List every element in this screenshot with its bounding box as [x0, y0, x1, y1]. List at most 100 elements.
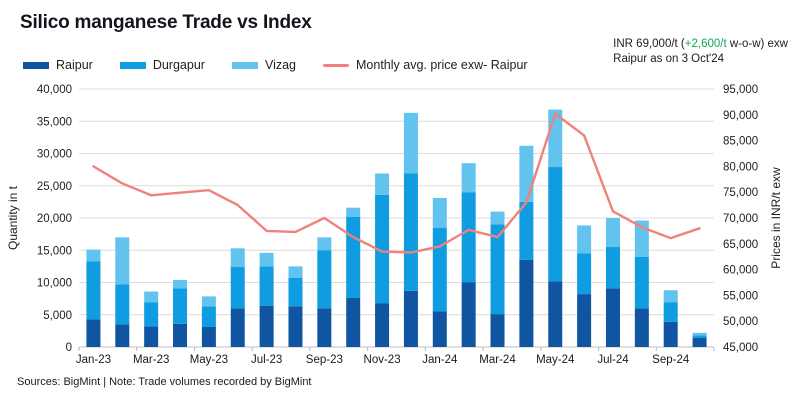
bar-segment-durgapur-Jun-24: [577, 253, 592, 295]
chart-title: Silico manganese Trade vs Index: [20, 12, 312, 33]
legend-item-raipur: Raipur: [23, 58, 93, 72]
bar-segment-raipur-Sep-23: [317, 308, 332, 347]
bar-segment-vizag-Jan-23: [86, 249, 101, 262]
svg-text:40,000: 40,000: [37, 84, 72, 96]
svg-text:30,000: 30,000: [37, 149, 72, 161]
source-note: Sources: BigMint | Note: Trade volumes r…: [17, 376, 312, 388]
x-axis-ticks: [78, 347, 715, 351]
bar-segment-durgapur-Dec-23: [403, 173, 418, 291]
bar-segment-raipur-Jun-24: [577, 294, 592, 347]
bar-segment-raipur-Jul-24: [605, 288, 620, 347]
bar-segment-vizag-Jul-24: [605, 218, 620, 248]
bar-segment-durgapur-Apr-23: [173, 288, 188, 324]
legend-label-price-line: Monthly avg. price exw- Raipur: [356, 58, 528, 72]
bar-segment-raipur-May-23: [201, 327, 216, 347]
svg-text:25,000: 25,000: [37, 181, 72, 193]
svg-text:Mar-24: Mar-24: [479, 354, 516, 366]
bar-segment-durgapur-Mar-24: [490, 224, 505, 315]
bar-segment-vizag-Jul-23: [259, 252, 274, 267]
svg-text:85,000: 85,000: [723, 136, 758, 148]
bar-segment-raipur-May-24: [548, 281, 563, 347]
bar-segment-raipur-Nov-23: [375, 303, 390, 347]
price-annotation-line1: INR 69,000/t (+2,600/t w-o-w) exw: [613, 37, 788, 52]
svg-text:70,000: 70,000: [723, 213, 758, 225]
price-annotation: INR 69,000/t (+2,600/t w-o-w) exw Raipur…: [613, 37, 788, 66]
svg-text:Nov-23: Nov-23: [364, 354, 401, 366]
bar-segment-vizag-Feb-24: [461, 163, 476, 193]
bar-segment-durgapur-May-23: [201, 306, 216, 328]
x-axis-labels: Jan-23 Mar-23 May-23 Jul-23 Sep-23 Nov-23 Jan-…: [76, 354, 690, 366]
bar-segment-durgapur-Oct-23: [346, 216, 361, 298]
svg-text:95,000: 95,000: [723, 84, 758, 96]
svg-text:May-23: May-23: [190, 354, 228, 366]
bar-segment-raipur-Feb-24: [461, 282, 476, 347]
price-annotation-suffix: w-o-w) exw: [726, 38, 788, 50]
svg-text:20,000: 20,000: [37, 213, 72, 225]
bar-segment-vizag-Mar-24: [490, 211, 505, 225]
left-axis-tick-labels: 0 5,000 10,000 15,000 20,000 25,000 30,000 35,0…: [37, 84, 72, 354]
left-axis-title: Quantity in t: [6, 185, 20, 251]
svg-text:90,000: 90,000: [723, 110, 758, 122]
bar-segment-raipur-Jun-23: [230, 308, 245, 347]
svg-text:75,000: 75,000: [723, 187, 758, 199]
bar-segment-raipur-Apr-23: [173, 323, 188, 347]
bar-segment-durgapur-Jun-23: [230, 267, 245, 309]
svg-text:0: 0: [66, 342, 72, 354]
legend-label-vizag: Vizag: [264, 58, 296, 72]
bar-segment-vizag-Aug-23: [288, 266, 303, 278]
svg-text:50,000: 50,000: [723, 316, 758, 328]
svg-text:Sep-24: Sep-24: [652, 354, 690, 366]
svg-text:15,000: 15,000: [37, 245, 72, 257]
bar-segment-vizag-May-23: [201, 296, 216, 307]
svg-text:Jan-23: Jan-23: [76, 354, 111, 366]
chart-legend: Raipur Durgapur Vizag Monthly avg. price…: [23, 58, 528, 72]
bar-segment-durgapur-Sep-24: [663, 302, 678, 322]
price-annotation-prefix: INR 69,000/t (: [613, 38, 685, 50]
svg-text:Jul-24: Jul-24: [597, 354, 629, 366]
bar-segment-vizag-Jun-24: [577, 225, 592, 254]
bar-segment-raipur-Jan-23: [86, 319, 101, 347]
bar-segment-raipur-Aug-24: [634, 308, 649, 347]
bar-segment-vizag-Mar-23: [144, 291, 159, 303]
bar-segment-vizag-Oct-24: [692, 332, 707, 336]
bar-segment-durgapur-Jul-24: [605, 247, 620, 289]
bar-segment-vizag-Sep-23: [317, 237, 332, 251]
bar-segment-durgapur-Feb-24: [461, 192, 476, 283]
bar-segment-raipur-Jul-23: [259, 305, 274, 347]
right-axis-title: Prices in INR/t exw: [769, 167, 783, 269]
stacked-bars: [86, 109, 707, 347]
legend-item-price-line: Monthly avg. price exw- Raipur: [323, 58, 528, 72]
bar-segment-durgapur-Nov-23: [375, 194, 390, 304]
bar-segment-durgapur-Feb-23: [115, 284, 130, 325]
vizag-swatch-icon: [231, 61, 258, 69]
bar-segment-durgapur-Jul-23: [259, 266, 274, 306]
bar-segment-vizag-Apr-23: [173, 279, 188, 289]
monthly-avg-price-line: [92, 112, 701, 254]
bar-segment-raipur-Sep-24: [663, 321, 678, 347]
bar-segment-raipur-Dec-23: [403, 290, 418, 347]
svg-text:65,000: 65,000: [723, 239, 758, 251]
price-annotation-line2: Raipur as on 3 Oct'24: [613, 52, 725, 65]
price-change-value: +2,600/t: [684, 38, 727, 50]
bar-segment-vizag-Apr-24: [519, 145, 534, 202]
svg-text:5,000: 5,000: [43, 310, 72, 322]
bar-segment-raipur-Oct-23: [346, 297, 361, 347]
bar-segment-vizag-Dec-23: [403, 112, 418, 174]
bar-segment-vizag-Feb-23: [115, 237, 130, 285]
bar-segment-durgapur-Mar-23: [144, 302, 159, 327]
svg-text:Jan-24: Jan-24: [422, 354, 458, 366]
legend-item-durgapur: Durgapur: [119, 58, 205, 72]
bar-segment-raipur-Mar-24: [490, 314, 505, 347]
bar-segment-durgapur-Jan-23: [86, 261, 101, 320]
bar-segment-vizag-Nov-23: [375, 173, 390, 195]
bar-segment-durgapur-May-24: [548, 167, 563, 282]
bar-segment-durgapur-Oct-24: [692, 335, 707, 338]
svg-text:Jul-23: Jul-23: [251, 354, 282, 366]
legend-item-vizag: Vizag: [231, 58, 296, 72]
raipur-swatch-icon: [23, 61, 49, 69]
bar-segment-durgapur-Jan-24: [432, 227, 447, 312]
right-axis-tick-labels: 45,000 50,000 55,000 60,000 65,000 70,000 75,0…: [723, 84, 758, 354]
